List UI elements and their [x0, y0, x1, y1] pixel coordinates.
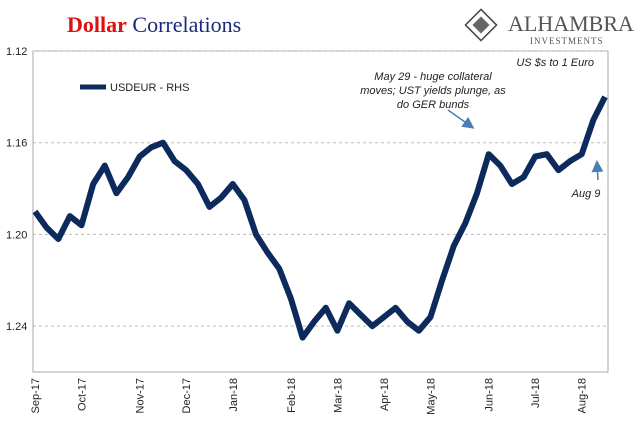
x-tick-label: Feb-18	[286, 378, 298, 413]
y-tick-label: 1.16	[6, 138, 27, 150]
y-tick-label: 1.24	[6, 321, 27, 333]
logo-text: ALHAMBRA	[508, 11, 634, 36]
x-tick-label: Jun-18	[484, 378, 496, 412]
x-tick-label: Sep-17	[30, 378, 42, 413]
logo: ALHAMBRA INVESTMENTS	[464, 8, 634, 46]
x-tick-label: Dec-17	[181, 378, 193, 413]
y-tick-label: 1.20	[6, 229, 27, 241]
x-tick-label: May-18	[426, 378, 438, 415]
title-part: Dollar	[67, 12, 127, 37]
x-tick-label: Jul-18	[530, 378, 542, 408]
legend-label: USDEUR - RHS	[110, 82, 189, 94]
x-tick-label: Aug-18	[577, 378, 589, 413]
y-tick-label: 1.12	[6, 46, 27, 58]
annotation: May 29 - huge collateral	[374, 71, 492, 83]
annotation: do GER bunds	[397, 99, 470, 111]
logo-mark	[472, 16, 490, 34]
plot-frame	[32, 50, 609, 373]
x-tick-label: Nov-17	[135, 378, 147, 413]
annotation: Aug 9	[571, 188, 601, 200]
x-tick-label: Mar-18	[332, 378, 344, 413]
chart-title: Dollar Correlations	[67, 12, 241, 37]
logo-subtext: INVESTMENTS	[530, 36, 604, 46]
subtitle: US $s to 1 Euro	[516, 57, 594, 69]
x-tick-label: Jan-18	[228, 378, 240, 412]
x-tick-label: Oct-17	[77, 378, 89, 411]
annotation: moves; UST yields plunge, as	[360, 85, 506, 97]
arrow	[591, 160, 604, 181]
data-line	[32, 95, 608, 341]
x-tick-label: Apr-18	[379, 378, 391, 411]
arrow	[447, 109, 475, 129]
logo-mark	[464, 8, 498, 42]
title-part: Correlations	[132, 12, 241, 37]
